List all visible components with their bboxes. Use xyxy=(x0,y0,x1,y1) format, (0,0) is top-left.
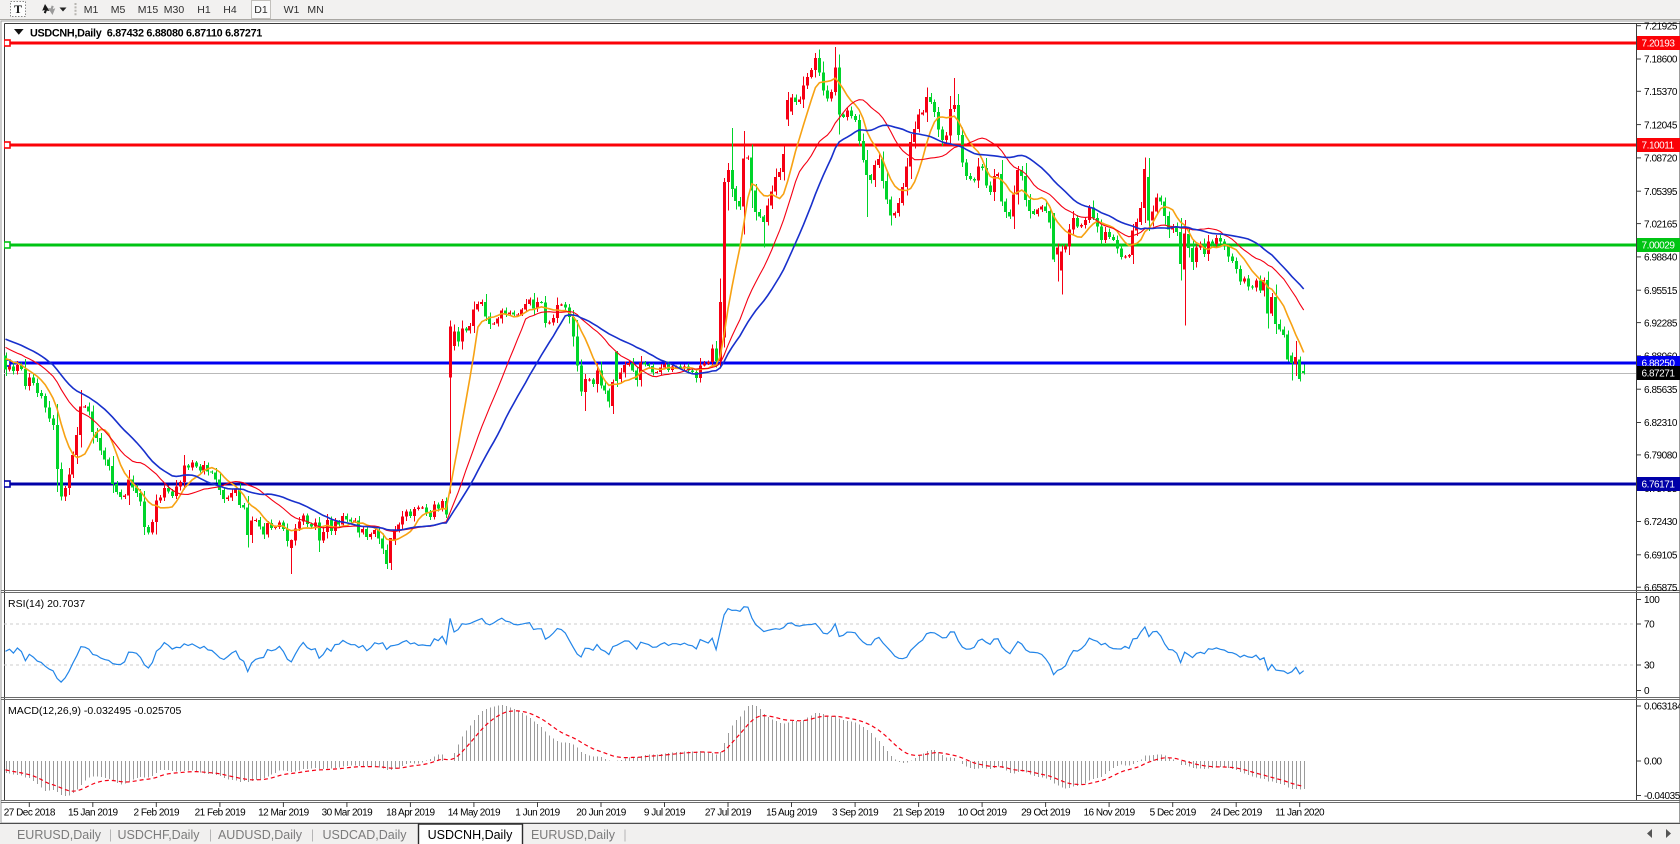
svg-text:6.82310: 6.82310 xyxy=(1644,418,1678,429)
svg-text:H4: H4 xyxy=(223,4,237,16)
svg-text:|: | xyxy=(311,828,314,842)
svg-text:6.79080: 6.79080 xyxy=(1644,451,1678,462)
svg-text:7.18600: 7.18600 xyxy=(1644,55,1678,66)
svg-text:7.12045: 7.12045 xyxy=(1644,120,1678,131)
svg-text:18 Apr 2019: 18 Apr 2019 xyxy=(386,808,435,819)
svg-text:7.08720: 7.08720 xyxy=(1644,154,1678,165)
svg-text:6.85635: 6.85635 xyxy=(1644,385,1678,396)
svg-text:10 Oct 2019: 10 Oct 2019 xyxy=(958,808,1008,819)
svg-text:6.69105: 6.69105 xyxy=(1644,551,1678,562)
svg-text:6.65875: 6.65875 xyxy=(1644,583,1678,594)
svg-text:7.00029: 7.00029 xyxy=(1642,241,1676,252)
svg-text:H1: H1 xyxy=(197,4,211,16)
svg-text:6.98840: 6.98840 xyxy=(1644,253,1678,264)
svg-text:30 Mar 2019: 30 Mar 2019 xyxy=(322,808,374,819)
svg-text:6.95515: 6.95515 xyxy=(1644,286,1678,297)
svg-text:T: T xyxy=(14,2,22,16)
svg-text:70: 70 xyxy=(1644,620,1655,631)
svg-text:100: 100 xyxy=(1644,595,1660,606)
svg-text:9 Jul 2019: 9 Jul 2019 xyxy=(644,808,686,819)
svg-text:1 Jun 2019: 1 Jun 2019 xyxy=(515,808,560,819)
svg-text:3 Sep 2019: 3 Sep 2019 xyxy=(832,808,879,819)
svg-text:6.92285: 6.92285 xyxy=(1644,318,1678,329)
svg-text:M1: M1 xyxy=(84,4,99,16)
svg-text:7.15370: 7.15370 xyxy=(1644,87,1678,98)
svg-text:30: 30 xyxy=(1644,661,1655,672)
svg-text:2 Feb 2019: 2 Feb 2019 xyxy=(133,808,180,819)
svg-text:6.76171: 6.76171 xyxy=(1642,480,1676,491)
svg-text:USDCNH,Daily: USDCNH,Daily xyxy=(428,828,513,842)
svg-text:EURUSD,Daily: EURUSD,Daily xyxy=(531,828,616,842)
svg-text:6.87271: 6.87271 xyxy=(1642,369,1676,380)
svg-text:-0.040352: -0.040352 xyxy=(1644,791,1680,802)
svg-text:29 Oct 2019: 29 Oct 2019 xyxy=(1021,808,1071,819)
svg-text:12 Mar 2019: 12 Mar 2019 xyxy=(258,808,310,819)
svg-text:|: | xyxy=(623,828,626,842)
svg-text:RSI(14) 20.7037: RSI(14) 20.7037 xyxy=(8,598,85,610)
svg-text:24 Dec 2019: 24 Dec 2019 xyxy=(1211,808,1263,819)
svg-text:USDCHF,Daily: USDCHF,Daily xyxy=(118,828,201,842)
svg-text:D1: D1 xyxy=(254,4,268,16)
svg-text:27 Dec 2018: 27 Dec 2018 xyxy=(4,808,56,819)
svg-text:6.72430: 6.72430 xyxy=(1644,517,1678,528)
svg-text:11 Jan 2020: 11 Jan 2020 xyxy=(1275,808,1325,819)
svg-text:EURUSD,Daily: EURUSD,Daily xyxy=(17,828,102,842)
svg-text:AUDUSD,Daily: AUDUSD,Daily xyxy=(218,828,303,842)
svg-text:15 Aug 2019: 15 Aug 2019 xyxy=(766,808,818,819)
svg-text:MN: MN xyxy=(307,4,323,16)
svg-text:21 Feb 2019: 21 Feb 2019 xyxy=(195,808,247,819)
svg-text:5 Dec 2019: 5 Dec 2019 xyxy=(1150,808,1197,819)
svg-text:15 Jan 2019: 15 Jan 2019 xyxy=(68,808,118,819)
svg-text:7.10011: 7.10011 xyxy=(1642,141,1675,152)
svg-text:0.00: 0.00 xyxy=(1644,757,1663,768)
svg-text:USDCAD,Daily: USDCAD,Daily xyxy=(322,828,407,842)
svg-text:20 Jun 2019: 20 Jun 2019 xyxy=(576,808,626,819)
svg-text:0: 0 xyxy=(1644,686,1650,697)
svg-text:M30: M30 xyxy=(164,4,185,16)
svg-text:14 May 2019: 14 May 2019 xyxy=(448,808,501,819)
svg-text:7.02165: 7.02165 xyxy=(1644,219,1678,230)
svg-text:7.05395: 7.05395 xyxy=(1644,187,1678,198)
svg-text:W1: W1 xyxy=(284,4,300,16)
svg-text:6.88250: 6.88250 xyxy=(1642,359,1676,370)
svg-text:7.20193: 7.20193 xyxy=(1642,39,1676,50)
svg-text:27 Jul 2019: 27 Jul 2019 xyxy=(705,808,752,819)
svg-text:|: | xyxy=(209,828,212,842)
svg-text:MACD(12,26,9) -0.032495 -0.025: MACD(12,26,9) -0.032495 -0.025705 xyxy=(8,705,182,717)
svg-text:21 Sep 2019: 21 Sep 2019 xyxy=(893,808,945,819)
svg-text:M5: M5 xyxy=(111,4,126,16)
svg-text:7.21925: 7.21925 xyxy=(1644,21,1678,32)
svg-text:USDCNH,Daily 6.87432 6.88080: USDCNH,Daily 6.87432 6.88080 6.87110 6.8… xyxy=(30,28,262,40)
svg-text:0.063184: 0.063184 xyxy=(1644,702,1680,713)
svg-text:|: | xyxy=(109,828,112,842)
svg-text:16 Nov 2019: 16 Nov 2019 xyxy=(1083,808,1135,819)
svg-text:M15: M15 xyxy=(138,4,159,16)
